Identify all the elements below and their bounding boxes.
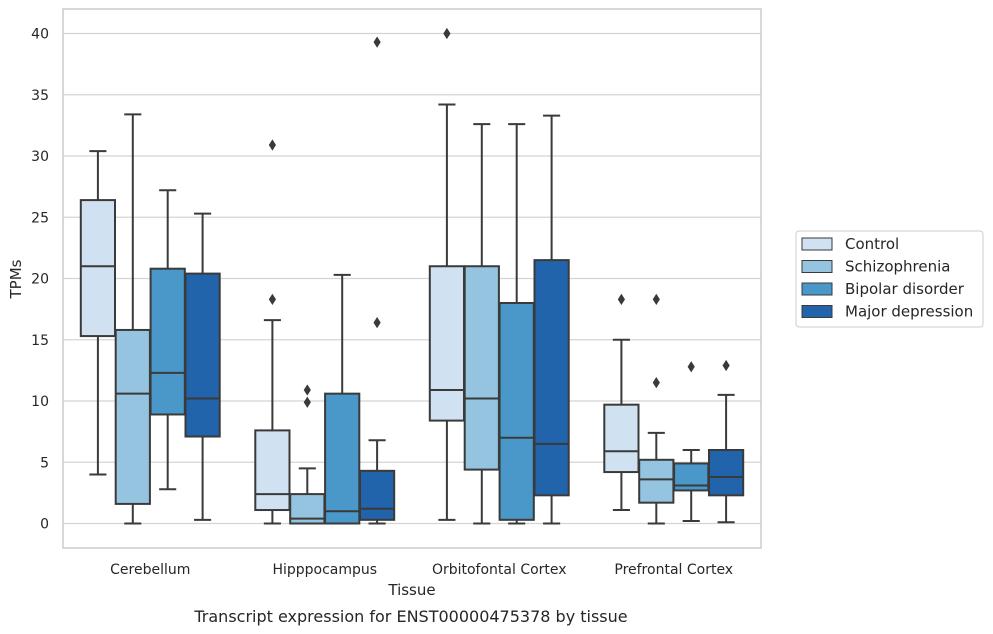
outlier-marker	[373, 36, 381, 48]
box	[254, 429, 291, 512]
box-group	[184, 212, 221, 521]
outlier-marker	[303, 384, 311, 396]
outlier-marker	[687, 361, 695, 373]
x-tick-label: Cerebellum	[110, 562, 190, 578]
legend: Control Schizophrenia Bipolar disorder Majo…	[795, 230, 984, 328]
box	[498, 302, 535, 521]
box-group	[324, 273, 361, 525]
y-axis-title: TPMs	[7, 259, 25, 299]
y-tick-label: 10	[31, 394, 49, 410]
box	[707, 449, 745, 497]
box-group	[114, 113, 151, 525]
box-group	[707, 359, 745, 524]
box-group	[428, 27, 466, 521]
outlier-marker	[617, 293, 625, 305]
box-group	[533, 114, 570, 525]
y-tick-label: 30	[31, 149, 49, 165]
legend-frame	[795, 230, 984, 328]
legend-swatch	[801, 237, 833, 251]
outlier-marker	[722, 359, 730, 372]
box	[463, 265, 500, 471]
outlier-marker	[373, 316, 381, 329]
box-group	[79, 150, 117, 476]
x-tick-label: Hipppocampus	[272, 562, 377, 578]
y-tick-label: 40	[31, 27, 49, 43]
y-tick-labels: 0 5 10 15 20 25 30 35 40	[31, 27, 49, 533]
plot-frame	[62, 8, 762, 549]
legend-label: Major depression	[845, 303, 973, 321]
x-tick-label: Orbitofontal Cortex	[432, 562, 567, 578]
x-tick-label: Prefrontal Cortex	[614, 562, 733, 578]
x-tick-labels: Cerebellum Hipppocampus Orbitofontal Corte…	[110, 562, 733, 578]
y-tick-label: 25	[31, 210, 49, 226]
box	[533, 259, 570, 497]
box	[184, 272, 221, 438]
legend-swatch	[801, 282, 833, 296]
chart-caption: Transcript expression for ENST0000047537…	[193, 607, 627, 626]
box-group	[149, 189, 186, 491]
outlier-marker	[303, 396, 311, 408]
boxes	[79, 27, 745, 525]
legend-label: Bipolar disorder	[845, 280, 965, 298]
box	[324, 392, 361, 525]
y-tick-label: 20	[31, 272, 49, 288]
box-group	[358, 36, 396, 525]
y-tick-label: 15	[31, 333, 49, 349]
outlier-marker	[652, 377, 660, 389]
legend-label: Schizophrenia	[845, 258, 950, 276]
box	[79, 199, 117, 338]
x-axis-title: Tissue	[387, 581, 435, 599]
box	[358, 469, 396, 521]
legend-label: Control	[845, 235, 899, 253]
y-tick-label: 0	[40, 517, 49, 533]
box	[638, 458, 675, 504]
legend-swatch	[801, 305, 833, 318]
box-group	[673, 361, 710, 523]
legend-swatch	[801, 260, 833, 273]
box-group	[603, 293, 640, 512]
box	[603, 403, 640, 474]
y-tick-label: 35	[31, 88, 49, 104]
box	[428, 265, 466, 422]
box	[114, 328, 151, 505]
box	[149, 267, 186, 416]
outlier-marker	[268, 293, 276, 305]
box-group	[463, 123, 500, 525]
box-group	[254, 139, 291, 525]
outlier-marker	[268, 139, 276, 151]
y-tick-label: 5	[40, 455, 49, 471]
box-group	[289, 384, 326, 525]
outlier-marker	[652, 293, 660, 305]
box-group	[498, 123, 535, 525]
outlier-marker	[443, 27, 451, 40]
box-group	[638, 293, 675, 525]
